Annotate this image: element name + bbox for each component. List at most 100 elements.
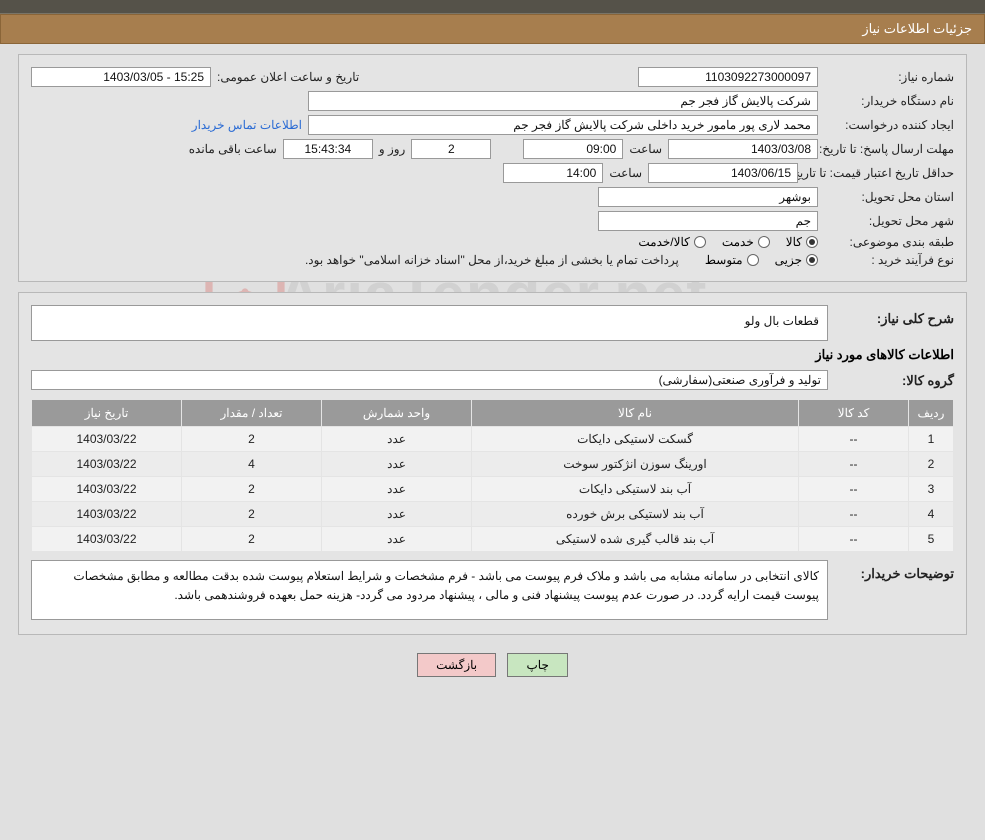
footer: چاپ بازگشت (0, 641, 985, 677)
group-label: گروه کالا: (834, 373, 954, 389)
city-value: جم (598, 211, 818, 231)
min-valid-time: 14:00 (503, 163, 603, 183)
process-label: نوع فرآیند خرید : (824, 253, 954, 267)
cat-khadamat-text: خدمت (722, 235, 754, 249)
cell-unit: عدد (322, 477, 472, 502)
cell-idx: 3 (909, 477, 954, 502)
cell-qty: 2 (182, 502, 322, 527)
cell-code: -- (799, 452, 909, 477)
print-button[interactable]: چاپ (507, 653, 567, 677)
cell-code: -- (799, 502, 909, 527)
cat-kalakhedmat-text: کالا/خدمت (638, 235, 689, 249)
cell-date: 1403/03/22 (32, 477, 182, 502)
cell-unit: عدد (322, 502, 472, 527)
cell-code: -- (799, 527, 909, 552)
th-code: کد کالا (799, 400, 909, 427)
proc-medium-radio[interactable]: متوسط (705, 253, 759, 267)
cell-idx: 1 (909, 427, 954, 452)
table-row: 3--آب بند لاستیکی دایکاتعدد21403/03/22 (32, 477, 954, 502)
cell-code: -- (799, 427, 909, 452)
need-desc-value: قطعات بال ولو (31, 305, 828, 341)
deadline-label: مهلت ارسال پاسخ: تا تاریخ: (824, 142, 954, 156)
cell-date: 1403/03/22 (32, 527, 182, 552)
th-name: نام کالا (472, 400, 799, 427)
cat-khadamat-radio[interactable]: خدمت (722, 235, 770, 249)
cell-date: 1403/03/22 (32, 427, 182, 452)
cat-kala-text: کالا (786, 235, 802, 249)
buyer-note-text: کالای انتخابی در سامانه مشابه می باشد و … (31, 560, 828, 620)
requester-label: ایجاد کننده درخواست: (824, 118, 954, 132)
table-row: 4--آب بند لاستیکی برش خوردهعدد21403/03/2… (32, 502, 954, 527)
process-note: پرداخت تمام یا بخشی از مبلغ خرید،از محل … (305, 253, 679, 267)
cell-idx: 5 (909, 527, 954, 552)
cat-kala-radio[interactable]: کالا (786, 235, 818, 249)
min-valid-label: حداقل تاریخ اعتبار قیمت: تا تاریخ: (804, 166, 954, 180)
buyer-contact-link[interactable]: اطلاعات تماس خریدار (192, 118, 302, 132)
cell-idx: 2 (909, 452, 954, 477)
cell-unit: عدد (322, 527, 472, 552)
deadline-date: 1403/03/08 (668, 139, 818, 159)
need-no-value: 1103092273000097 (638, 67, 818, 87)
table-row: 5--آب بند قالب گیری شده لاستیکیعدد21403/… (32, 527, 954, 552)
cell-unit: عدد (322, 427, 472, 452)
items-section-title: اطلاعات کالاهای مورد نیاز (31, 347, 954, 363)
cell-name: آب بند قالب گیری شده لاستیکی (472, 527, 799, 552)
proc-partial-radio[interactable]: جزیی (775, 253, 818, 267)
min-valid-date: 1403/06/15 (648, 163, 798, 183)
days-suffix: روز و (379, 142, 406, 156)
table-row: 2--اورینگ سوزن انژکتور سوختعدد41403/03/2… (32, 452, 954, 477)
cell-name: آب بند لاستیکی برش خورده (472, 502, 799, 527)
need-desc-label: شرح کلی نیاز: (834, 311, 954, 327)
requester-value: محمد لاری پور مامور خرید داخلی شرکت پالا… (308, 115, 818, 135)
items-table: ردیف کد کالا نام کالا واحد شمارش تعداد /… (31, 399, 954, 552)
buyer-note-label: توضیحات خریدار: (834, 566, 954, 582)
cell-qty: 2 (182, 527, 322, 552)
th-date: تاریخ نیاز (32, 400, 182, 427)
page-title: جزئیات اطلاعات نیاز (862, 21, 972, 36)
cell-name: آب بند لاستیکی دایکات (472, 477, 799, 502)
cell-code: -- (799, 477, 909, 502)
radio-icon (694, 236, 706, 248)
remaining-suffix: ساعت باقی مانده (189, 142, 277, 156)
cell-qty: 2 (182, 477, 322, 502)
time-label-2: ساعت (609, 166, 642, 180)
announce-value: 15:25 - 1403/03/05 (31, 67, 211, 87)
page-title-bar: جزئیات اطلاعات نیاز (0, 14, 985, 44)
deadline-time: 09:00 (523, 139, 623, 159)
radio-icon (758, 236, 770, 248)
province-value: بوشهر (598, 187, 818, 207)
city-label: شهر محل تحویل: (824, 214, 954, 228)
radio-icon (806, 236, 818, 248)
cell-unit: عدد (322, 452, 472, 477)
announce-label: تاریخ و ساعت اعلان عمومی: (217, 70, 359, 84)
table-row: 1--گسکت لاستیکی دایکاتعدد21403/03/22 (32, 427, 954, 452)
need-no-label: شماره نیاز: (824, 70, 954, 84)
cat-kalakhedmat-radio[interactable]: کالا/خدمت (638, 235, 705, 249)
group-value: تولید و فرآوری صنعتی(سفارشی) (31, 370, 828, 390)
cell-name: گسکت لاستیکی دایکات (472, 427, 799, 452)
th-qty: تعداد / مقدار (182, 400, 322, 427)
buyer-device-value: شرکت پالایش گاز فجر جم (308, 91, 818, 111)
cell-date: 1403/03/22 (32, 502, 182, 527)
cell-date: 1403/03/22 (32, 452, 182, 477)
province-label: استان محل تحویل: (824, 190, 954, 204)
buyer-device-label: نام دستگاه خریدار: (824, 94, 954, 108)
proc-medium-text: متوسط (705, 253, 743, 267)
cell-qty: 2 (182, 427, 322, 452)
category-label: طبقه بندی موضوعی: (824, 235, 954, 249)
cell-qty: 4 (182, 452, 322, 477)
th-idx: ردیف (909, 400, 954, 427)
back-button[interactable]: بازگشت (417, 653, 496, 677)
need-panel: شرح کلی نیاز: قطعات بال ولو اطلاعات کالا… (18, 292, 967, 635)
cell-idx: 4 (909, 502, 954, 527)
info-panel: شماره نیاز: 1103092273000097 تاریخ و ساع… (18, 54, 967, 282)
top-strip (0, 0, 985, 14)
radio-icon (747, 254, 759, 266)
th-unit: واحد شمارش (322, 400, 472, 427)
time-label-1: ساعت (629, 142, 662, 156)
proc-partial-text: جزیی (775, 253, 802, 267)
timer-value: 15:43:34 (283, 139, 373, 159)
days-remaining: 2 (411, 139, 491, 159)
radio-icon (806, 254, 818, 266)
cell-name: اورینگ سوزن انژکتور سوخت (472, 452, 799, 477)
